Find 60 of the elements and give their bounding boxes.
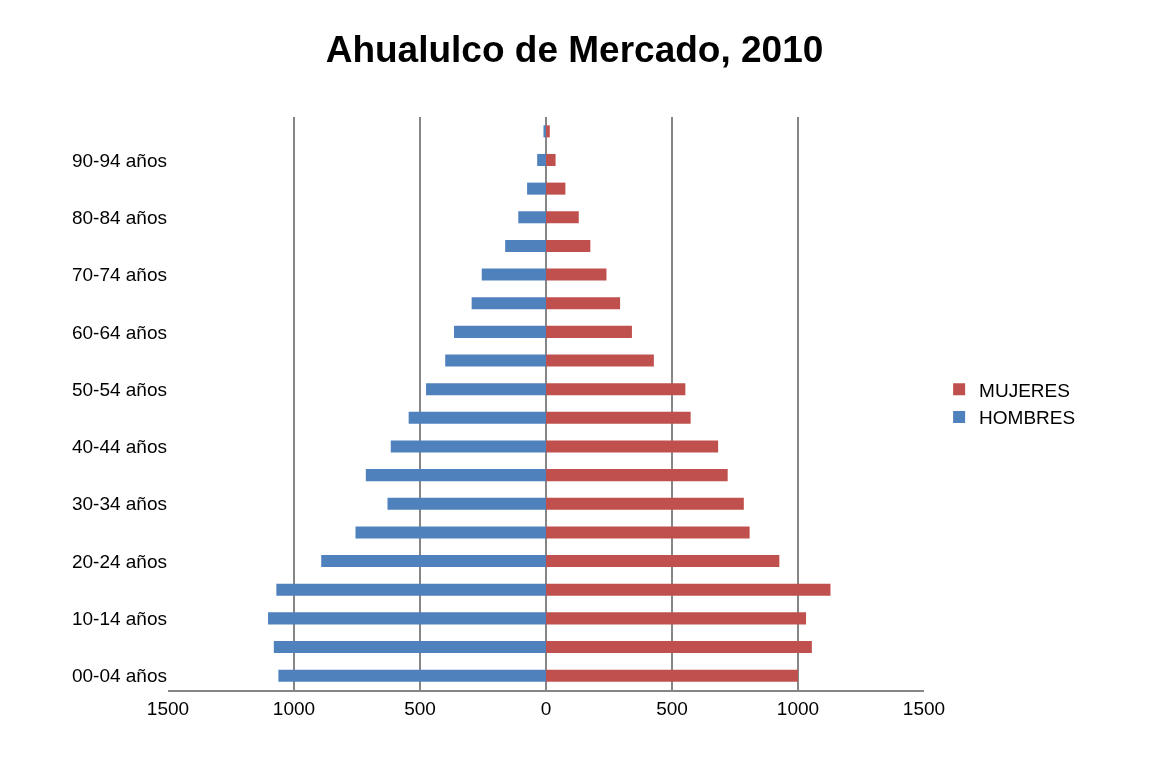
y-tick-label: 30-34 años	[71, 493, 167, 515]
bar	[546, 526, 750, 539]
x-tick-label: 500	[404, 697, 436, 719]
bar	[546, 297, 621, 310]
y-tick-label: 70-74 años	[71, 264, 167, 286]
chart-title: Ahualulco de Mercado, 2010	[325, 29, 824, 71]
bar	[546, 583, 831, 596]
bar	[355, 526, 546, 539]
x-tick-label: 1000	[272, 697, 316, 719]
bar	[276, 583, 546, 596]
legend-label: MUJERES	[979, 379, 1070, 401]
bar	[546, 469, 728, 482]
x-tick-label: 500	[656, 697, 688, 719]
bar	[546, 411, 691, 424]
bar	[408, 411, 546, 424]
bar	[546, 239, 591, 252]
bar	[546, 153, 556, 166]
bar	[546, 669, 798, 682]
bar	[546, 211, 579, 224]
bar	[505, 239, 546, 252]
bar	[546, 497, 744, 510]
y-tick-label: 40-44 años	[71, 436, 167, 458]
legend-label: HOMBRES	[979, 407, 1076, 429]
bar	[546, 383, 686, 396]
bar	[546, 125, 550, 138]
x-tick-label: 1500	[146, 697, 190, 719]
bar	[454, 325, 546, 338]
x-tick-label: 1000	[776, 697, 820, 719]
y-tick-label: 90-94 años	[71, 149, 167, 171]
bar	[546, 182, 566, 195]
bar	[268, 612, 546, 625]
y-tick-label: 10-14 años	[71, 608, 167, 630]
bar	[546, 354, 654, 367]
bar	[546, 555, 780, 568]
x-tick-label: 1500	[902, 697, 946, 719]
bar	[546, 641, 812, 654]
bar	[518, 211, 546, 224]
y-tick-label: 50-54 años	[71, 378, 167, 400]
bar	[273, 641, 546, 654]
bar	[471, 297, 546, 310]
bar	[537, 153, 546, 166]
bar	[527, 182, 546, 195]
y-tick-label: 00-04 años	[71, 665, 167, 687]
bar	[546, 612, 807, 625]
bar	[546, 440, 719, 453]
bar	[387, 497, 546, 510]
bar	[445, 354, 546, 367]
bar	[278, 669, 546, 682]
bar	[321, 555, 546, 568]
y-tick-label: 60-64 años	[71, 321, 167, 343]
x-tick-label: 0	[540, 697, 552, 719]
bar	[390, 440, 546, 453]
bar	[546, 325, 632, 338]
y-tick-label: 80-84 años	[71, 206, 167, 228]
y-tick-label: 20-24 años	[71, 550, 167, 572]
bar	[365, 469, 546, 482]
bar	[543, 125, 546, 138]
bar	[481, 268, 546, 281]
bar	[546, 268, 607, 281]
bar	[426, 383, 546, 396]
